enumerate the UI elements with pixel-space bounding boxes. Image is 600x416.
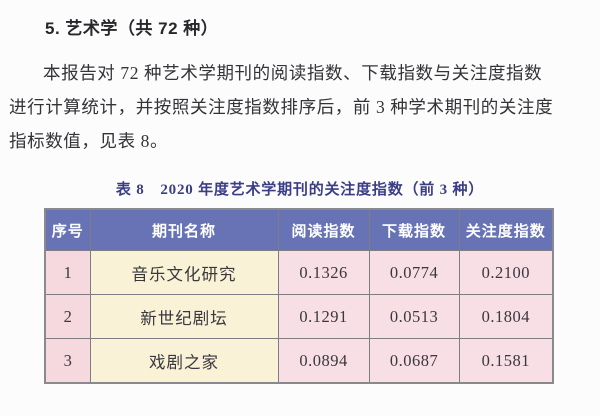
cell-index: 3 — [44, 338, 91, 384]
cell-download-index: 0.0513 — [368, 294, 460, 339]
body-paragraph: 本报告对 72 种艺术学期刊的阅读指数、下载指数与关注度指数 进行计算统计，并按… — [0, 56, 600, 158]
column-header-reading: 阅读指数 — [277, 208, 370, 251]
column-header-journal: 期刊名称 — [89, 208, 279, 251]
table-row: 1 音乐文化研究 0.1326 0.0774 0.2100 — [44, 250, 554, 295]
cell-attention-index: 0.2100 — [458, 250, 554, 295]
cell-reading-index: 0.1291 — [277, 294, 370, 339]
section-heading: 5. 艺术学（共 72 种） — [45, 19, 219, 38]
cell-download-index: 0.0774 — [368, 250, 460, 295]
cell-journal-name: 音乐文化研究 — [89, 250, 279, 295]
table-row: 2 新世纪剧坛 0.1291 0.0513 0.1804 — [44, 294, 554, 339]
table-row: 3 戏剧之家 0.0894 0.0687 0.1581 — [44, 338, 554, 384]
column-header-download: 下载指数 — [368, 208, 460, 251]
table-header-row: 序号 期刊名称 阅读指数 下载指数 关注度指数 — [44, 208, 554, 251]
cell-reading-index: 0.1326 — [277, 250, 370, 295]
paragraph-line: 本报告对 72 种艺术学期刊的阅读指数、下载指数与关注度指数 — [43, 63, 543, 83]
column-header-index: 序号 — [44, 208, 91, 251]
table-body: 1 音乐文化研究 0.1326 0.0774 0.2100 2 新世纪剧坛 0.… — [44, 250, 554, 384]
cell-attention-index: 0.1804 — [458, 294, 554, 339]
cell-journal-name: 戏剧之家 — [89, 338, 279, 384]
column-header-attention: 关注度指数 — [458, 208, 554, 251]
cell-reading-index: 0.0894 — [277, 338, 370, 384]
cell-attention-index: 0.1581 — [458, 338, 554, 384]
cell-index: 1 — [44, 250, 91, 295]
cell-index: 2 — [44, 294, 91, 339]
cell-journal-name: 新世纪剧坛 — [89, 294, 279, 339]
table-header: 序号 期刊名称 阅读指数 下载指数 关注度指数 — [44, 208, 554, 251]
table-caption: 表 8 2020 年度艺术学期刊的关注度指数（前 3 种） — [115, 182, 485, 198]
paragraph-line: 指标数值，见表 8。 — [9, 131, 169, 151]
cell-download-index: 0.0687 — [368, 338, 460, 384]
paragraph-line: 进行计算统计，并按照关注度指数排序后，前 3 种学术期刊的关注度 — [9, 97, 554, 117]
journal-index-table: 序号 期刊名称 阅读指数 下载指数 关注度指数 1 音乐文化研究 0.1326 … — [44, 208, 554, 384]
